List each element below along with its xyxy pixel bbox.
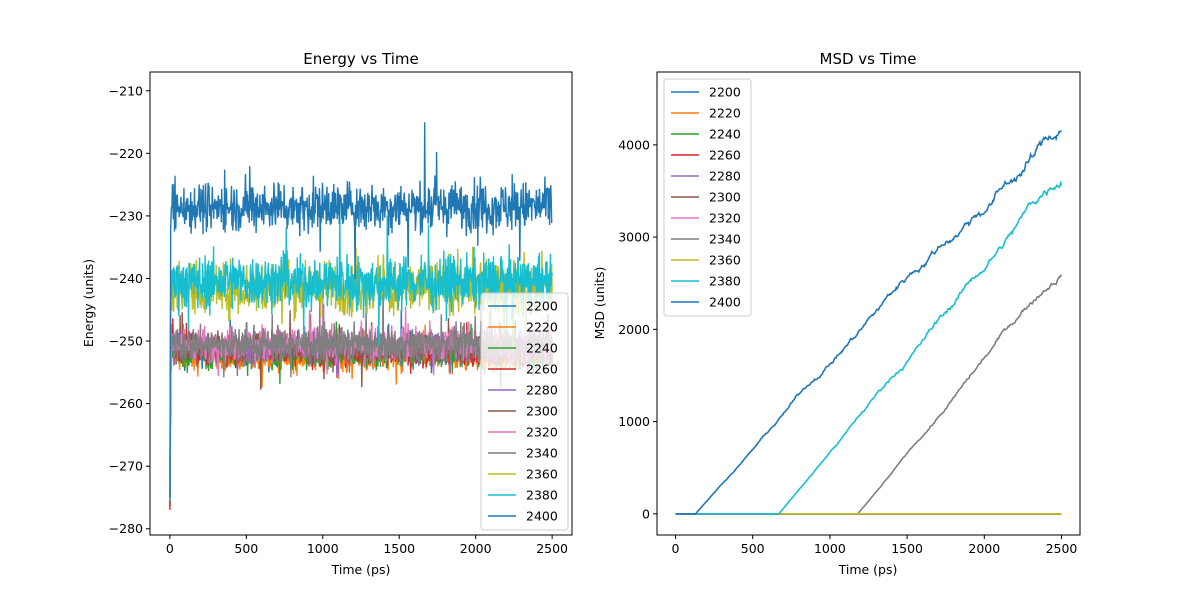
energy-chart: Energy vs Time 0 500 1000 1500 2000 2500 −280… — [81, 50, 573, 577]
legend-entry: 2280 — [526, 383, 558, 398]
legend-entry: 2360 — [709, 253, 741, 268]
legend-entry: 2220 — [526, 320, 558, 335]
legend-entry: 2380 — [526, 488, 558, 503]
y-tick-label: −260 — [109, 396, 143, 411]
legend-entry: 2200 — [709, 85, 741, 100]
energy-x-ticks: 0 500 1000 1500 2000 2500 — [166, 535, 568, 556]
msd-axes-frame — [656, 71, 1081, 536]
msd-y-axis-label: MSD (units) — [592, 267, 607, 340]
energy-axes-frame — [149, 71, 573, 536]
y-tick-label: −270 — [109, 459, 143, 474]
legend-entry: 2380 — [709, 274, 741, 289]
y-tick-label: 1000 — [618, 414, 650, 429]
msd-x-ticks: 0 500 1000 1500 2000 2500 — [672, 535, 1078, 556]
legend-entry: 2400 — [709, 295, 741, 310]
x-tick-label: 1000 — [814, 541, 846, 556]
legend-entry: 2360 — [526, 467, 558, 482]
legend-entry: 2320 — [709, 211, 741, 226]
y-tick-label: −240 — [109, 271, 143, 286]
y-tick-label: −220 — [109, 146, 143, 161]
legend-entry: 2300 — [709, 190, 741, 205]
legend-entry: 2280 — [709, 169, 741, 184]
msd-legend: 2200 2220 2240 2260 2280 2300 2320 2340 2360 2380… — [663, 78, 752, 317]
y-tick-label: 2000 — [618, 322, 650, 337]
msd-series-line-2380 — [675, 180, 1063, 515]
x-tick-label: 1500 — [383, 541, 415, 556]
energy-series-line-2380 — [169, 199, 553, 501]
msd-x-axis-label: Time (ps) — [838, 562, 898, 577]
x-tick-label: 1500 — [891, 541, 923, 556]
energy-y-ticks: −280 −270 −260 −250 −240 −230 −220 −210 — [109, 83, 150, 536]
x-tick-label: 500 — [741, 541, 765, 556]
energy-y-axis-label: Energy (units) — [81, 259, 96, 347]
y-tick-label: −250 — [109, 334, 143, 349]
x-tick-label: 2000 — [968, 541, 1000, 556]
legend-entry: 2260 — [709, 148, 741, 163]
energy-series-line-2400 — [169, 122, 553, 498]
y-tick-label: 3000 — [618, 230, 650, 245]
msd-series-line-2400 — [675, 130, 1063, 515]
x-tick-label: 0 — [166, 541, 174, 556]
legend-entry: 2240 — [526, 341, 558, 356]
y-tick-label: 0 — [642, 506, 650, 521]
x-tick-label: 2000 — [460, 541, 492, 556]
legend-entry: 2260 — [526, 362, 558, 377]
legend-frame — [480, 292, 569, 531]
legend-entry: 2320 — [526, 425, 558, 440]
energy-plot-area — [169, 122, 553, 511]
energy-x-axis-label: Time (ps) — [331, 562, 391, 577]
x-tick-label: 2500 — [1046, 541, 1078, 556]
legend-entry: 2220 — [709, 106, 741, 121]
y-tick-label: 4000 — [618, 137, 650, 152]
x-tick-label: 0 — [672, 541, 680, 556]
msd-chart: MSD vs Time 0 500 1000 1500 2000 2500 0 1000 20… — [592, 50, 1081, 577]
x-tick-label: 2500 — [536, 541, 568, 556]
energy-legend: 2200 2220 2240 2260 2280 2300 2320 2340 2360 2380… — [480, 292, 569, 531]
msd-y-ticks: 0 1000 2000 3000 4000 — [618, 137, 657, 521]
msd-plot-area — [675, 130, 1063, 515]
x-tick-label: 1000 — [307, 541, 339, 556]
y-tick-label: −210 — [109, 83, 143, 98]
legend-entry: 2340 — [709, 232, 741, 247]
legend-entry: 2240 — [709, 127, 741, 142]
y-tick-label: −230 — [109, 208, 143, 223]
x-tick-label: 500 — [234, 541, 258, 556]
y-tick-label: −280 — [109, 521, 143, 536]
legend-frame — [663, 78, 752, 317]
legend-entry: 2400 — [526, 509, 558, 524]
legend-entry: 2300 — [526, 404, 558, 419]
legend-entry: 2200 — [526, 299, 558, 314]
energy-chart-title: Energy vs Time — [303, 50, 418, 68]
legend-entry: 2340 — [526, 446, 558, 461]
msd-chart-title: MSD vs Time — [820, 50, 917, 68]
